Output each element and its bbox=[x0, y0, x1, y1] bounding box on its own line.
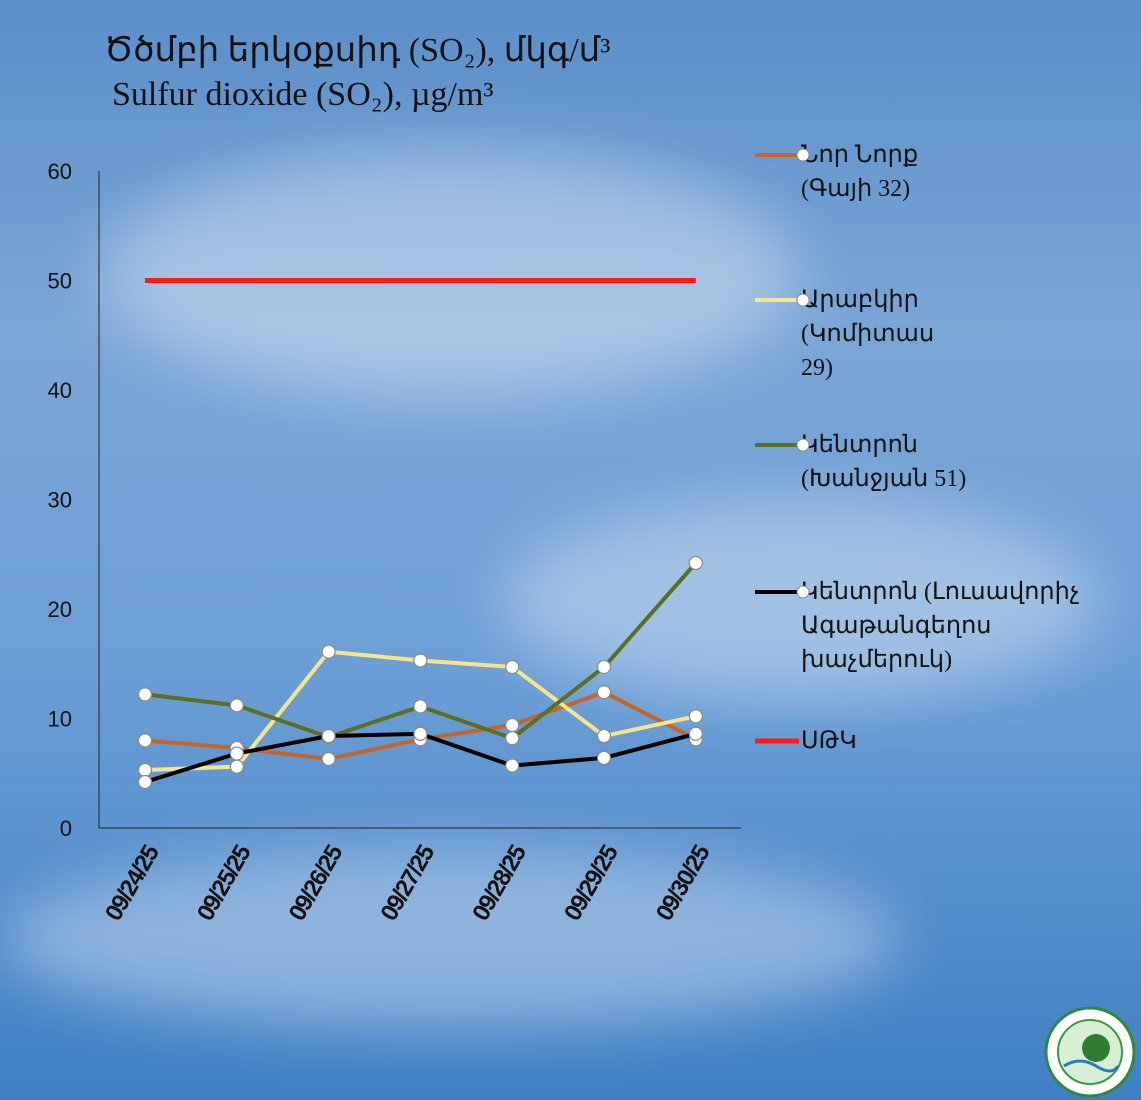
legend-marker bbox=[796, 293, 810, 307]
y-tick-label: 30 bbox=[48, 488, 72, 513]
x-tick-label: 09/25/25 bbox=[192, 841, 257, 926]
data-point bbox=[137, 733, 153, 748]
x-tick-label: 09/24/25 bbox=[100, 841, 165, 926]
data-point bbox=[229, 746, 244, 761]
legend-item: Կենտրոն (Խանջյան 51) bbox=[755, 428, 995, 496]
y-tick-label: 0 bbox=[60, 816, 72, 841]
legend-swatch bbox=[755, 585, 810, 599]
data-point bbox=[596, 728, 612, 744]
data-point bbox=[688, 709, 703, 724]
legend-marker bbox=[796, 148, 810, 162]
y-tick-label: 20 bbox=[48, 597, 72, 622]
data-point bbox=[321, 644, 336, 659]
chart-subtitle: Sulfur dioxide (SO₂), µg/m³ bbox=[112, 76, 494, 113]
data-point bbox=[688, 726, 703, 741]
legend-swatch bbox=[755, 438, 810, 452]
y-tick-label: 50 bbox=[48, 269, 72, 294]
x-tick-label: 09/26/25 bbox=[284, 841, 349, 926]
data-point bbox=[505, 717, 520, 733]
data-point bbox=[321, 751, 336, 767]
data-point bbox=[505, 659, 520, 675]
y-tick-label: 10 bbox=[48, 707, 72, 732]
x-tick-label: 09/29/25 bbox=[559, 841, 624, 926]
x-tick-label: 09/30/25 bbox=[651, 841, 716, 926]
x-tick-label: 09/28/25 bbox=[467, 841, 532, 926]
data-point bbox=[688, 555, 703, 571]
data-point bbox=[321, 728, 336, 744]
data-point bbox=[137, 774, 153, 790]
y-tick-label: 60 bbox=[48, 159, 72, 184]
legend-label: Կենտրոն (Խանջյան 51) bbox=[801, 432, 967, 492]
legend-swatch bbox=[755, 738, 799, 744]
legend-item: Կենտրոն (Լուսավորիչ Ագաթանգեղոս խաչմերու… bbox=[755, 575, 1141, 677]
data-point bbox=[596, 750, 612, 766]
legend-marker bbox=[796, 585, 810, 599]
cloud bbox=[0, 850, 900, 1030]
data-point bbox=[413, 653, 428, 668]
legend-label: Կենտրոն (Լուսավորիչ Ագաթանգեղոս խաչմերու… bbox=[801, 579, 1080, 673]
data-point bbox=[413, 726, 428, 741]
data-point bbox=[596, 685, 612, 700]
legend-marker bbox=[796, 438, 810, 452]
y-tick-label: 40 bbox=[48, 378, 72, 403]
legend-swatch bbox=[755, 148, 810, 162]
logo bbox=[1044, 1006, 1136, 1098]
x-tick-label: 09/27/25 bbox=[376, 841, 441, 926]
legend-item: Արաբկիր (Կոմիտաս 29) bbox=[755, 283, 995, 385]
legend-item: Նոր Նորք (Գայի 32) bbox=[755, 138, 995, 206]
legend-item: ՍԹԿ bbox=[755, 724, 857, 758]
data-point bbox=[505, 731, 520, 746]
legend-label: Նոր Նորք (Գայի 32) bbox=[801, 142, 919, 202]
legend-swatch bbox=[755, 293, 810, 307]
legend-label: Արաբկիր (Կոմիտաս 29) bbox=[801, 287, 935, 381]
data-point bbox=[229, 698, 244, 713]
data-point bbox=[229, 759, 244, 774]
data-point bbox=[413, 699, 428, 714]
data-point bbox=[137, 762, 153, 778]
legend-label: ՍԹԿ bbox=[801, 728, 857, 754]
cloud bbox=[100, 150, 800, 400]
data-point bbox=[596, 659, 612, 675]
data-point bbox=[137, 687, 153, 702]
chart-title: Ծծմբի երկօքսիդ (SO₂), մկգ/մ³ bbox=[104, 32, 611, 69]
data-point bbox=[505, 758, 520, 773]
